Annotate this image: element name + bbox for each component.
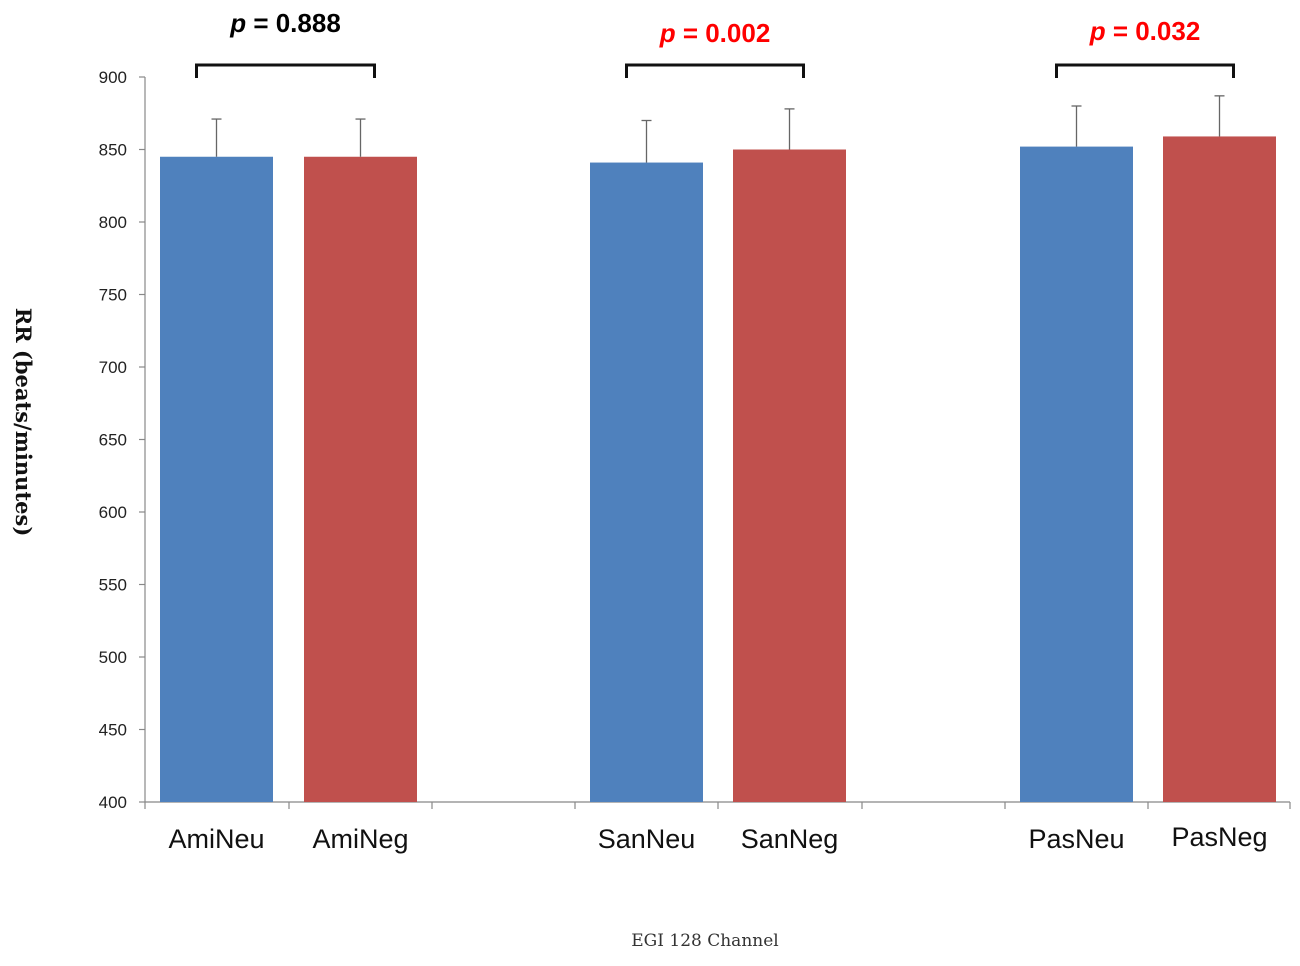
- p-symbol: p: [229, 8, 246, 38]
- x-axis-label: EGI 128 Channel: [631, 931, 778, 951]
- category-label: PasNeg: [1171, 822, 1267, 852]
- p-value-label: p = 0.888: [229, 8, 341, 38]
- p-value: = 0.888: [246, 8, 341, 38]
- y-tick-label: 500: [99, 648, 127, 667]
- error-bars: [211, 95, 1225, 163]
- bar-sanneg: [733, 149, 846, 802]
- y-tick-label: 650: [99, 431, 127, 450]
- p-value: = 0.002: [676, 18, 771, 48]
- y-tick-label: 900: [99, 68, 127, 87]
- y-axis-label: RR (beats/minutes): [11, 308, 36, 537]
- y-tick-label: 700: [99, 358, 127, 377]
- y-tick-label: 600: [99, 503, 127, 522]
- y-tick-label: 400: [99, 793, 127, 812]
- category-label: AmiNeg: [312, 824, 408, 854]
- p-symbol: p: [659, 18, 676, 48]
- category-label: SanNeg: [741, 824, 839, 854]
- significance-bracket: [1055, 63, 1235, 78]
- p-value-label: p = 0.002: [659, 18, 771, 48]
- significance-brackets: p = 0.888 p = 0.002 p = 0.032: [195, 8, 1235, 78]
- y-tick-label: 450: [99, 721, 127, 740]
- p-value: = 0.032: [1106, 16, 1201, 46]
- bars: [160, 136, 1276, 803]
- y-tick-label: 750: [99, 286, 127, 305]
- labels: AmiNeu AmiNeg SanNeu SanNeg PasNeu PasNeg: [168, 822, 1267, 854]
- significance-bracket: [625, 63, 805, 78]
- y-tick-label: 850: [99, 141, 127, 160]
- bar-pasneg: [1163, 136, 1276, 802]
- y-tick-label: 800: [99, 213, 127, 232]
- bar-pasneu: [1020, 146, 1133, 803]
- p-value-label: p = 0.032: [1089, 16, 1201, 46]
- category-label: SanNeu: [598, 824, 696, 854]
- bar-sanneu: [590, 162, 703, 803]
- y-tick-label: 550: [99, 576, 127, 595]
- significance-bracket: [195, 63, 376, 78]
- category-label: PasNeu: [1028, 824, 1124, 854]
- p-symbol: p: [1089, 16, 1106, 46]
- category-label: AmiNeu: [168, 824, 264, 854]
- bar-amineg: [304, 156, 417, 802]
- bar-amineu: [160, 156, 273, 802]
